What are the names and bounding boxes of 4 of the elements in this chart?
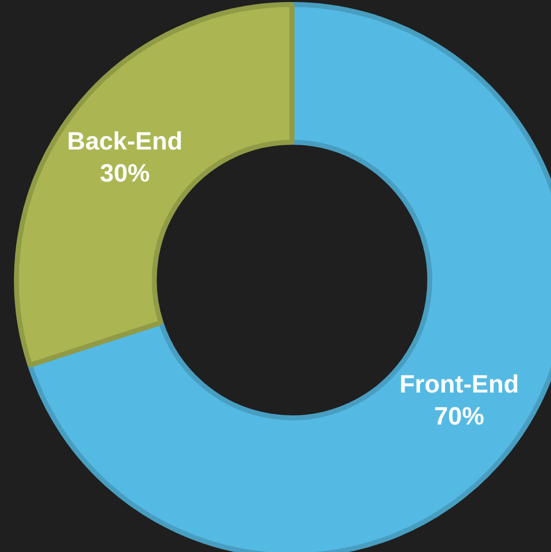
slice-label: Back-End [67, 127, 182, 156]
slice-label: Front-End [399, 370, 519, 398]
data-label: 70% [434, 402, 484, 430]
data-label: 30% [100, 159, 150, 188]
